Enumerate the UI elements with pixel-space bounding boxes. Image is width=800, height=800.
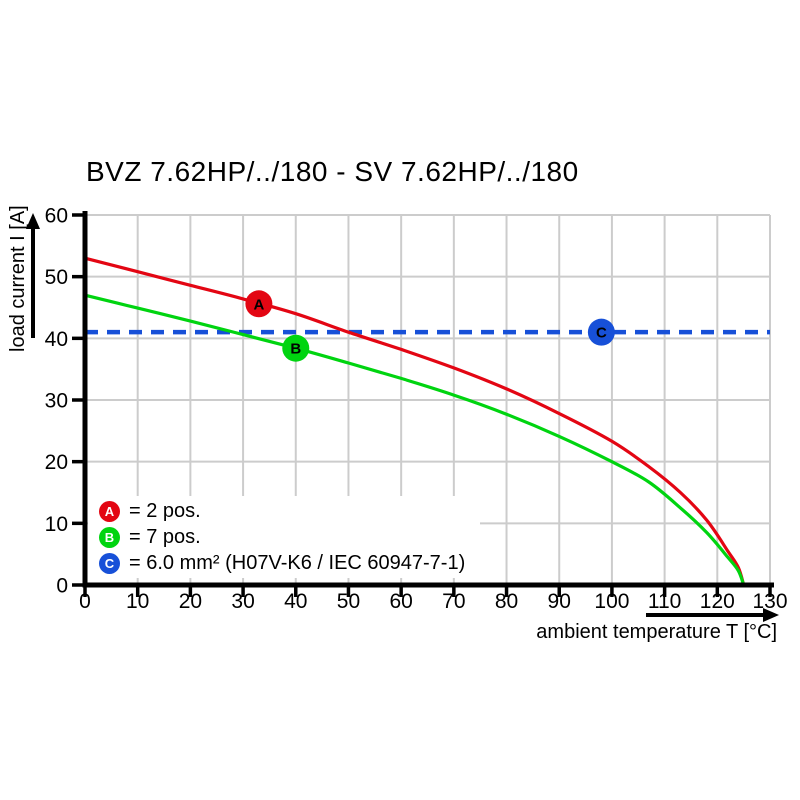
chart-title: BVZ 7.62HP/../180 - SV 7.62HP/../180 <box>86 156 579 187</box>
x-tick-label: 100 <box>594 590 629 613</box>
y-tick-label: 30 <box>45 390 68 413</box>
x-tick-label: 0 <box>79 590 91 613</box>
marker-letter-a: A <box>253 296 264 313</box>
y-axis-label: load current I [A] <box>7 205 29 352</box>
x-tick-label: 110 <box>648 590 681 613</box>
curve-b <box>83 293 746 587</box>
x-axis-arrowhead-icon <box>763 608 779 622</box>
plot-area: 0 10 20 30 40 50 60 0 10 20 30 40 50 60 70 80 90 100 110 12… <box>45 205 788 614</box>
marker-circle-b <box>282 334 310 362</box>
legend-marker-b-icon: B <box>99 526 120 548</box>
legend-label-c: = 6.0 mm² (H07V-K6 / IEC 60947-7-1) <box>129 551 466 574</box>
x-tick-label: 80 <box>495 590 518 613</box>
y-tick-label: 0 <box>56 575 68 598</box>
x-axis-label-group: ambient temperature T [°C] <box>536 608 779 643</box>
marker-c: C <box>587 318 615 346</box>
marker-letter-b: B <box>290 341 301 358</box>
chart-legend: A = 2 pos. B = 7 pos. C = 6.0 mm² (H07V-… <box>88 496 480 578</box>
y-axis-arrowhead-icon <box>26 213 40 229</box>
x-tick-label: 40 <box>284 590 307 613</box>
legend-label-a: = 2 pos. <box>129 499 201 522</box>
x-tick-label: 130 <box>752 590 787 613</box>
x-tick-label: 120 <box>700 590 735 613</box>
legend-item-b: B = 7 pos. <box>99 525 480 548</box>
y-tick-label: 20 <box>45 451 68 474</box>
y-tick-label: 10 <box>45 513 68 536</box>
y-tick-label: 60 <box>45 205 68 228</box>
legend-item-c: C = 6.0 mm² (H07V-K6 / IEC 60947-7-1) <box>99 551 480 574</box>
legend-marker-a-icon: A <box>99 500 120 522</box>
y-tick-label: 50 <box>45 266 68 289</box>
marker-b: B <box>282 334 310 362</box>
marker-circle-c <box>587 318 615 346</box>
curve-a <box>83 256 746 587</box>
y-tick-label: 40 <box>45 328 68 351</box>
x-tick-label: 30 <box>231 590 254 613</box>
x-tick-label: 90 <box>548 590 571 613</box>
legend-label-b: = 7 pos. <box>129 525 201 548</box>
marker-circle-a <box>245 290 273 318</box>
x-tick-label: 60 <box>389 590 412 613</box>
y-axis-label-group: load current I [A] <box>7 205 40 352</box>
legend-marker-c-icon: C <box>99 552 120 574</box>
x-tick-label: 70 <box>442 590 465 613</box>
x-tick-label: 10 <box>126 590 149 613</box>
marker-a: A <box>245 290 273 318</box>
x-tick-label: 50 <box>337 590 360 613</box>
marker-letter-c: C <box>596 325 607 342</box>
legend-item-a: A = 2 pos. <box>99 499 480 522</box>
axes: 0 10 20 30 40 50 60 0 10 20 30 40 50 60 70 80 90 100 110 12… <box>45 205 788 614</box>
x-axis-label: ambient temperature T [°C] <box>536 621 777 643</box>
x-tick-label: 20 <box>179 590 202 613</box>
